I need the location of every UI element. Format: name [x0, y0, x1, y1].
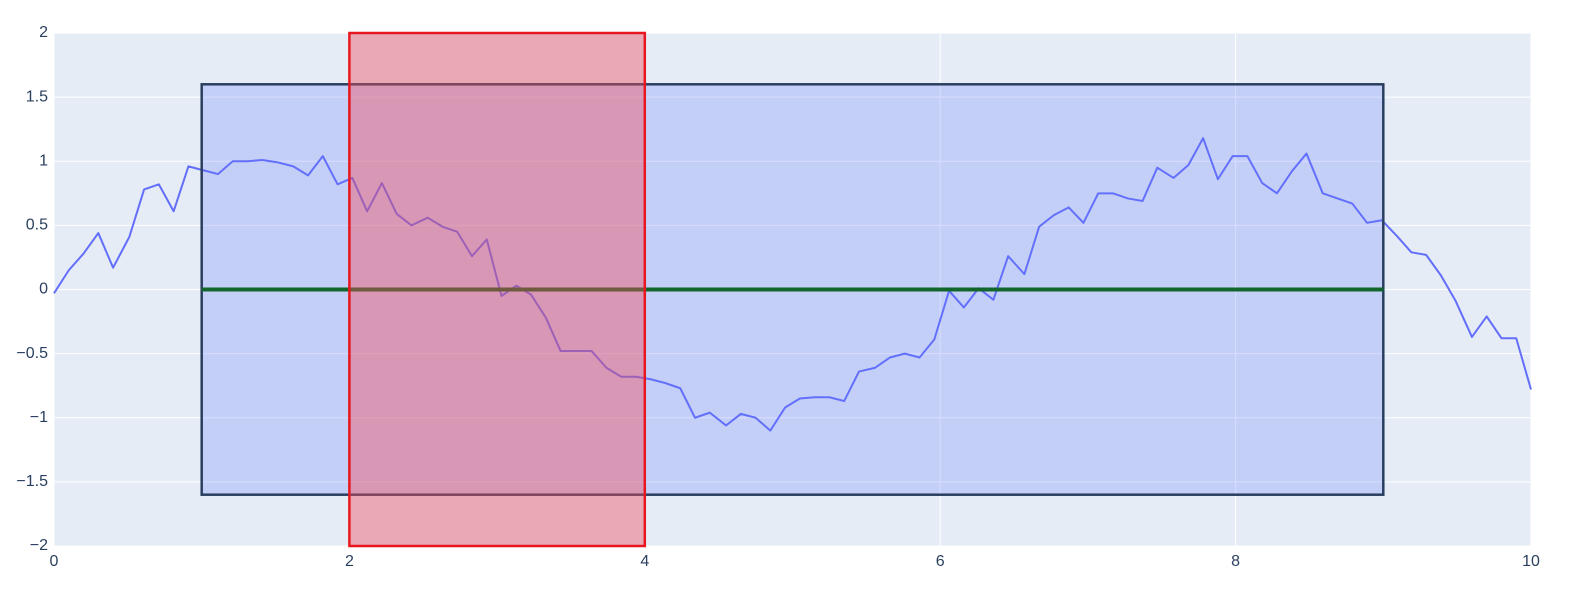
- data-line: [53, 137, 1532, 432]
- x-tick-label: 2: [345, 553, 354, 570]
- shape-rect: [348, 31, 647, 548]
- x-tick-label: 6: [936, 553, 945, 570]
- y-tick-label: 2: [39, 24, 48, 41]
- x-tick-label: 10: [1522, 553, 1540, 570]
- y-tick-label: 0.5: [26, 217, 48, 234]
- y-tick-label: −0.5: [16, 345, 48, 362]
- y-tick-label: −2: [30, 537, 48, 554]
- y-tick-label: 0: [39, 281, 48, 298]
- y-tick-label: 1.5: [26, 88, 48, 105]
- y-tick-label: −1.5: [16, 473, 48, 490]
- y-tick-label: −1: [30, 409, 48, 426]
- x-tick-label: 4: [640, 553, 649, 570]
- y-tick-label: 1: [39, 152, 48, 169]
- x-tick-label: 8: [1231, 553, 1240, 570]
- x-tick-label: 0: [50, 553, 59, 570]
